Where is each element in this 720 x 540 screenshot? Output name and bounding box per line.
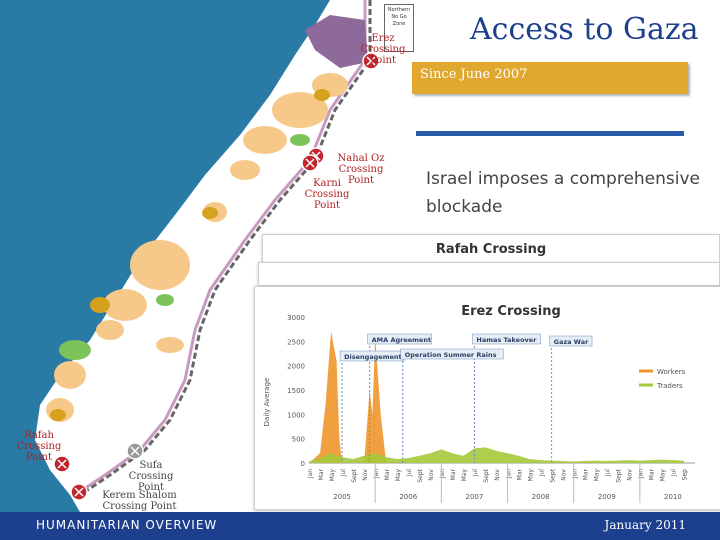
erez-label: Erez Crossing Point — [360, 33, 406, 66]
chart-title: Erez Crossing — [461, 304, 561, 319]
x-tick-label: Mar — [582, 468, 589, 480]
crossing-marker — [70, 483, 88, 501]
annotation-box — [472, 333, 541, 345]
x-tick-label: Jul — [671, 469, 678, 478]
urban-areas — [46, 73, 348, 422]
x-tick-label: Sept — [616, 468, 623, 482]
x-tick-label: Jul — [340, 469, 347, 478]
annotation-label: Gaza War — [554, 338, 589, 346]
annotation-label: Disengagement — [344, 353, 402, 361]
y-tick-label: 500 — [292, 436, 305, 444]
year-label: 2009 — [598, 493, 616, 501]
rafah-panel-title: Rafah Crossing — [435, 242, 547, 257]
border-line — [79, 0, 372, 497]
x-tick-label: Jan — [439, 469, 446, 479]
no-go-zone-label: Northern No Go Zone — [384, 4, 414, 52]
crossing-marker — [126, 442, 144, 460]
crossing-marker — [301, 154, 319, 172]
x-tick-label: Mar — [384, 468, 391, 480]
x-tick-label: Mar — [649, 468, 656, 480]
x-tick-label: Jan — [373, 469, 380, 479]
y-tick-label: 2500 — [287, 338, 305, 346]
rafah-panel: Rafah Crossing — [262, 234, 720, 264]
body-text: Israel imposes a comprehensive blockade — [426, 169, 701, 217]
x-tick-label: Mar — [450, 468, 457, 480]
y-tick-label: 1000 — [287, 411, 305, 419]
annotation-box — [400, 348, 504, 360]
x-tick-label: May — [660, 469, 667, 482]
footer-left-text: HUMANITARIAN OVERVIEW — [36, 518, 218, 532]
x-tick-label: Nov — [560, 469, 567, 481]
x-tick-label: Jul — [472, 469, 479, 478]
footer-bar: HUMANITARIAN OVERVIEW January 2011 — [0, 512, 720, 540]
legend-label: Traders — [656, 382, 683, 390]
x-tick-label: Sept — [351, 468, 358, 482]
divider-rule — [416, 131, 684, 136]
y-tick-label: 0 — [301, 460, 305, 468]
year-label: 2008 — [532, 493, 550, 501]
kerem-shalom-label: Kerem Shalom Crossing Point — [102, 490, 177, 512]
year-label: 2006 — [399, 493, 417, 501]
x-tick-label: May — [527, 469, 534, 482]
x-tick-label: Sep — [682, 469, 689, 481]
no-go-zone — [305, 15, 368, 68]
legend-label: Workers — [657, 368, 686, 376]
crossing-marker — [53, 455, 71, 473]
series-area-traders — [309, 447, 684, 463]
crossing-marker — [362, 52, 380, 70]
rafah-label: Rafah Crossing Point — [16, 430, 62, 463]
erez-chart-panel: Erez Crossing Daily Average 0 500 1000 1500… — [254, 286, 720, 510]
annotation-label: Hamas Takeover — [476, 336, 537, 344]
annotation-box — [549, 335, 593, 347]
dense-urban-areas — [50, 89, 330, 421]
year-label: 2010 — [664, 493, 682, 501]
x-tick-label: Jan — [505, 469, 512, 479]
subtitle-text: Since June 2007 — [420, 67, 528, 82]
annotation-box — [367, 333, 432, 345]
x-tick-label: Nov — [627, 469, 634, 481]
y-axis-label: Daily Average — [263, 378, 271, 427]
agricultural-areas — [59, 134, 310, 360]
x-tick-label: May — [329, 469, 336, 482]
annotation-label: AMA Agreement — [372, 336, 431, 344]
x-tick-label: Jan — [571, 469, 578, 479]
x-tick-label: Jan — [638, 469, 645, 479]
erez-chart: Erez Crossing Daily Average 0 500 1000 1500… — [263, 304, 695, 503]
x-tick-label: Jan — [307, 469, 314, 479]
x-tick-label: Jul — [406, 469, 413, 478]
x-tick-label: May — [395, 469, 402, 482]
x-tick-label: Nov — [362, 469, 369, 481]
sufa-label: Sufa Crossing Point — [128, 460, 174, 493]
x-tick-label: Jul — [538, 469, 545, 478]
x-tick-label: Sept — [483, 468, 490, 482]
x-tick-label: Jul — [605, 469, 612, 478]
y-tick-label: 2000 — [287, 363, 305, 371]
y-tick-label: 3000 — [287, 314, 305, 322]
x-tick-label: May — [594, 469, 601, 482]
nahal-oz-label: Nahal Oz Crossing Point — [337, 153, 385, 186]
x-tick-label: Mar — [516, 468, 523, 480]
karni-label: Karni Crossing Point — [304, 178, 350, 211]
x-tick-label: May — [461, 469, 468, 482]
year-label: 2005 — [333, 493, 351, 501]
blank-panel — [258, 262, 720, 286]
subtitle-banner: Since June 2007 — [412, 62, 688, 94]
year-label: 2007 — [466, 493, 484, 501]
x-tick-label: Sept — [417, 468, 424, 482]
slide-title: Access to Gaza — [470, 12, 699, 47]
y-tick-label: 1500 — [287, 387, 305, 395]
x-tick-label: Mar — [318, 468, 325, 480]
annotation-label: Operation Summer Rains — [405, 351, 497, 359]
x-tick-label: Sept — [549, 468, 556, 482]
footer-date: January 2011 — [604, 518, 686, 532]
x-tick-label: Nov — [494, 469, 501, 481]
x-tick-label: Nov — [428, 469, 435, 481]
